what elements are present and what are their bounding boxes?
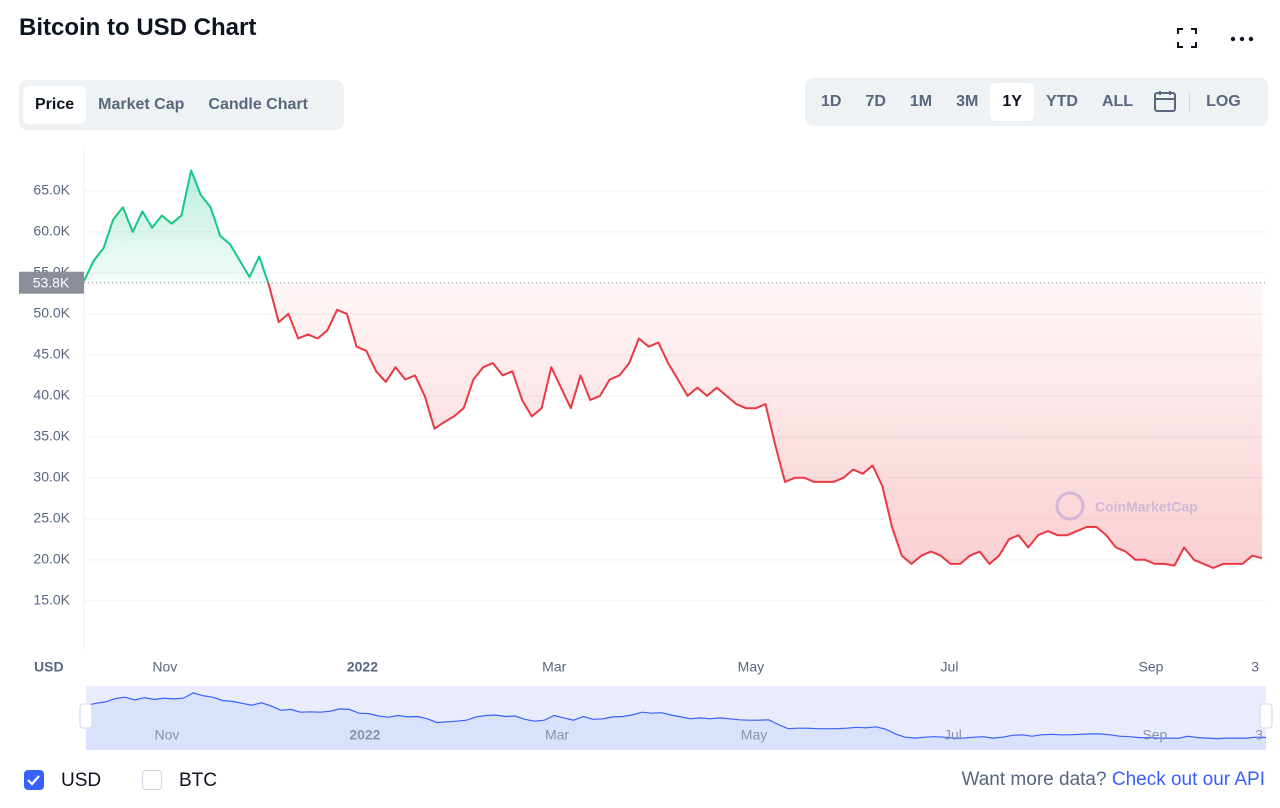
x-tick-label: Mar (542, 659, 566, 675)
x-tick-label: 3 (1251, 659, 1259, 675)
checkbox-label: BTC (179, 770, 217, 791)
range-button[interactable]: ALL (1101, 93, 1134, 110)
x-tick-label: Nov (152, 659, 177, 675)
navigator-tick-label: Nov (154, 727, 179, 743)
checkbox-label: USD (61, 770, 102, 791)
reference-badge (19, 271, 84, 294)
y-unit-label: USD (34, 659, 64, 675)
navigator-handle[interactable] (79, 703, 93, 729)
navigator-handle[interactable] (1259, 703, 1273, 729)
y-tick-label: 65.0K (33, 182, 70, 198)
y-tick-label: 20.0K (33, 551, 70, 567)
y-tick-label: 60.0K (33, 223, 70, 239)
footer-text: Want more data? (961, 769, 1107, 790)
y-tick-label: 45.0K (33, 346, 70, 362)
navigator-tick-label: Jul (944, 727, 962, 743)
navigator-line (85, 692, 1267, 740)
y-tick-label: 50.0K (33, 305, 70, 321)
chart-type-tab[interactable]: Candle Chart (208, 96, 308, 113)
range-button[interactable]: 3M (956, 93, 979, 110)
range-button[interactable]: 1M (909, 93, 933, 110)
area-fill (84, 170, 1262, 568)
calendar-icon[interactable] (1145, 90, 1185, 114)
navigator-tick-label: 2022 (349, 727, 380, 743)
x-tick-label: Sep (1139, 659, 1164, 675)
more-icon[interactable] (1230, 35, 1254, 43)
price-line (83, 169, 1263, 569)
y-tick-label: 40.0K (33, 387, 70, 403)
range-button[interactable]: 1Y (990, 83, 1034, 121)
check-mark (27, 775, 40, 786)
y-tick-label: 15.0K (33, 592, 70, 608)
range-button[interactable]: YTD (1045, 93, 1078, 110)
navigator-tick-label: 3 (1255, 727, 1263, 743)
navigator-area (86, 692, 1266, 750)
y-tick-label: 35.0K (33, 428, 70, 444)
navigator-tick-label: Sep (1142, 727, 1167, 743)
range-selector: 1D 7D 1M 3M 1Y YTD ALL LOG (805, 78, 1268, 126)
chart-type-tabs: Price Market Cap Candle Chart (19, 80, 344, 130)
range-button[interactable]: 1D (821, 93, 842, 110)
checkbox[interactable] (142, 770, 162, 790)
fullscreen-icon[interactable] (1176, 27, 1198, 49)
x-tick-label: 2022 (347, 659, 378, 675)
reference-label: 53.8K (33, 274, 70, 290)
api-link[interactable]: Check out our API (1111, 769, 1265, 790)
page-title: Bitcoin to USD Chart (19, 14, 257, 41)
y-tick-label: 25.0K (33, 510, 70, 526)
navigator-tick-label: May (741, 727, 767, 743)
navigator-bg (86, 686, 1266, 750)
separator (1189, 93, 1191, 111)
chart-type-tab[interactable]: Price (23, 86, 87, 124)
checkbox[interactable] (24, 770, 44, 790)
range-button[interactable]: 7D (865, 93, 886, 110)
footer: Want more data? Check out our API (962, 769, 1265, 791)
navigator-tick-label: Mar (545, 727, 569, 743)
x-tick-label: Jul (941, 659, 959, 675)
x-tick-label: May (738, 659, 764, 675)
y-tick-label: 30.0K (33, 469, 70, 485)
log-button[interactable]: LOG (1206, 93, 1241, 110)
chart-type-tab[interactable]: Market Cap (98, 96, 185, 113)
